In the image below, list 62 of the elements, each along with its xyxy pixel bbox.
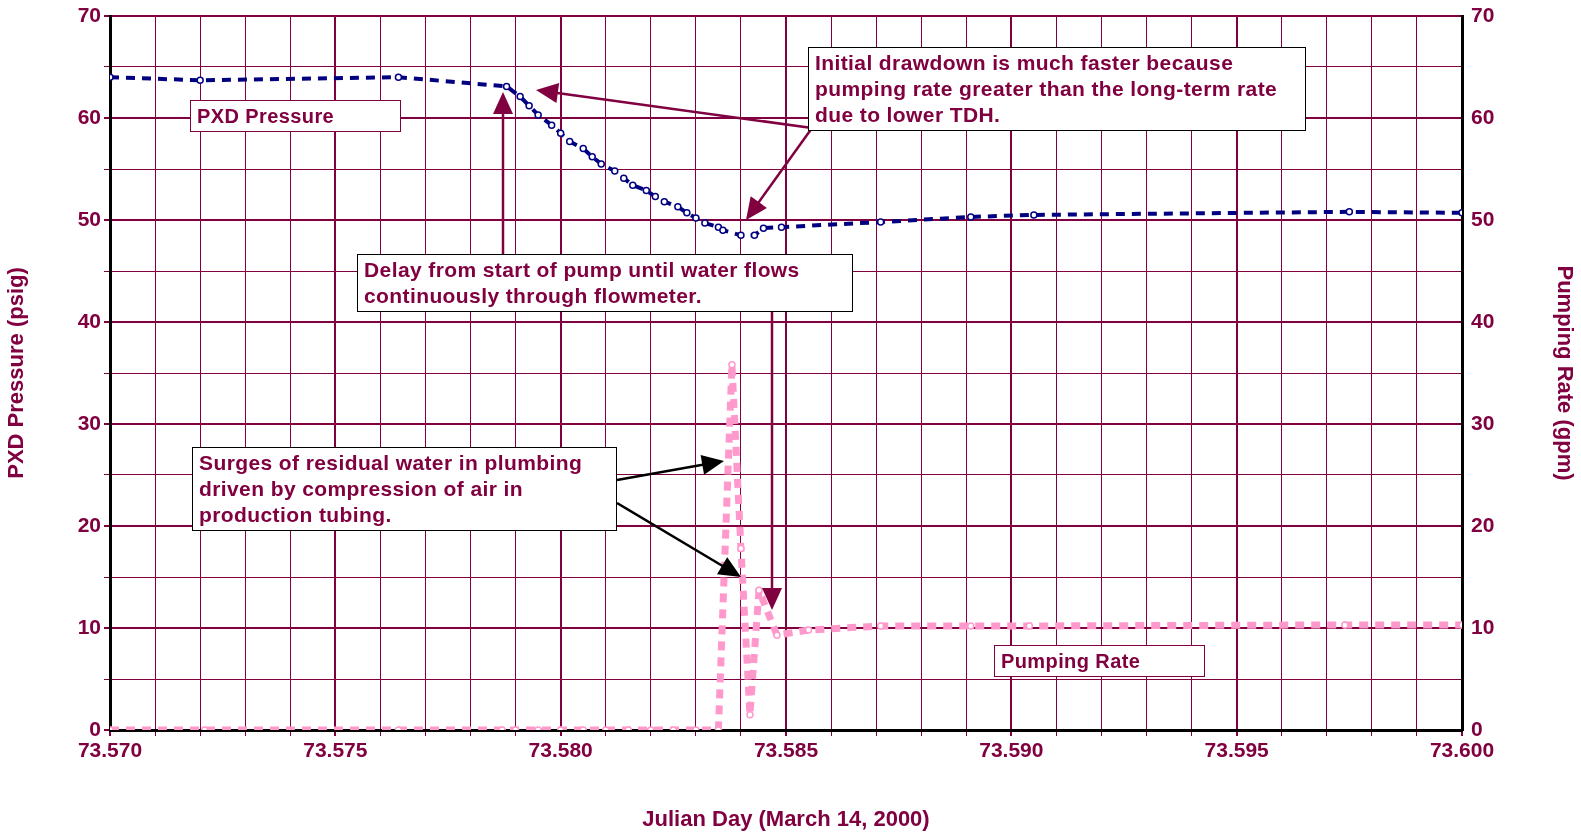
point (196, 76, 204, 85)
point (660, 197, 669, 206)
x-tick-label: 73.595 (1204, 738, 1270, 762)
x-tick-label: 73.590 (979, 738, 1044, 762)
point (620, 174, 628, 182)
point (565, 137, 574, 146)
point (737, 231, 745, 240)
y2-tick-label: 30 (1471, 410, 1495, 434)
point (611, 167, 619, 175)
y-tick-label: 30 (77, 410, 101, 434)
x-tick-label: 73.600 (1429, 738, 1495, 762)
callout-box: Delay from start of pump until water flows continuously through flowmeter. (357, 254, 853, 312)
y2-tick-label: 50 (1471, 206, 1495, 230)
point (516, 92, 524, 101)
point (579, 144, 587, 153)
y-tick-label: 10 (77, 614, 101, 638)
x-tick-label: 73.570 (77, 738, 143, 762)
y2-tick-label: 60 (1471, 104, 1495, 128)
point (777, 223, 786, 231)
y2-tick-label: 0 (1471, 716, 1483, 740)
point (597, 160, 605, 168)
point (1030, 211, 1038, 219)
x-tick-label: 73.585 (753, 738, 819, 762)
y-tick-label: 50 (77, 206, 101, 230)
point (683, 209, 691, 217)
y-tick-label: 20 (77, 512, 101, 536)
point (547, 121, 556, 129)
callout-box: Initial drawdown is much faster because pumping rate greater than the long-term rate due to lower TDH. (808, 47, 1306, 131)
point (759, 224, 768, 232)
point (1345, 208, 1354, 216)
point (876, 218, 885, 226)
label-box: Pumping Rate (994, 645, 1205, 677)
y2-axis-title: Pumping Rate (gpm) (1552, 265, 1578, 481)
point (394, 73, 403, 81)
y-tick-label: 70 (77, 2, 101, 26)
point (692, 214, 700, 222)
point (588, 153, 596, 161)
y-tick-label: 0 (89, 716, 101, 740)
point (967, 213, 975, 221)
point (719, 226, 727, 234)
y-tick-label: 60 (77, 104, 101, 128)
x-tick-label: 73.575 (303, 738, 368, 762)
y2-tick-label: 10 (1471, 614, 1495, 638)
point (534, 111, 542, 119)
point (701, 219, 709, 227)
y-axis-title: PXD Pressure (psig) (3, 267, 29, 479)
label-box: PXD Pressure (190, 100, 401, 132)
y2-tick-label: 40 (1471, 308, 1495, 332)
point (750, 231, 759, 240)
point (674, 202, 682, 211)
point (642, 186, 651, 195)
callout-box: Surges of residual water in plumbing driven by compression of air in production tubing. (192, 447, 617, 531)
y2-tick-label: 20 (1471, 512, 1495, 536)
point (502, 82, 511, 91)
y-tick-label: 40 (77, 308, 101, 332)
point (525, 102, 533, 110)
point (651, 192, 660, 201)
point (629, 181, 637, 190)
x-axis-title: Julian Day (March 14, 2000) (642, 805, 930, 831)
y2-tick-label: 70 (1471, 2, 1495, 26)
point (556, 129, 565, 138)
x-tick-label: 73.580 (528, 738, 593, 762)
